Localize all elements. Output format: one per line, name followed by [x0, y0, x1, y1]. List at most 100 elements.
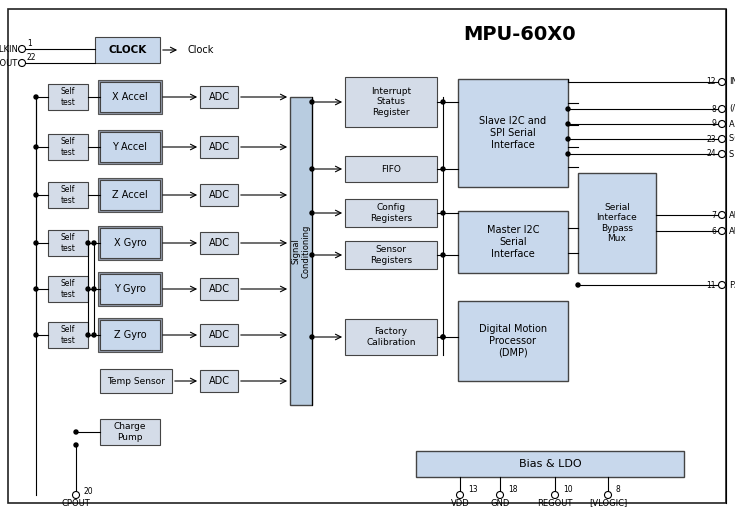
Circle shape — [74, 443, 78, 447]
Circle shape — [34, 333, 38, 337]
Text: REGOUT: REGOUT — [537, 498, 573, 508]
Text: FIFO: FIFO — [381, 164, 401, 174]
Text: 23: 23 — [706, 134, 716, 144]
Circle shape — [719, 150, 725, 158]
Text: Clock: Clock — [188, 45, 215, 55]
Bar — [200, 232, 238, 254]
Text: CLOCK: CLOCK — [108, 45, 146, 55]
Text: Interrupt
Status
Register: Interrupt Status Register — [371, 87, 411, 117]
Text: 18: 18 — [508, 485, 517, 494]
Bar — [200, 136, 238, 158]
Text: GND: GND — [490, 498, 509, 508]
Circle shape — [34, 287, 38, 291]
Text: CLKIN: CLKIN — [0, 44, 18, 53]
Circle shape — [441, 335, 445, 339]
Text: 12: 12 — [706, 78, 716, 86]
Bar — [290, 97, 312, 405]
Text: 13: 13 — [468, 485, 478, 494]
Text: 8: 8 — [616, 485, 621, 494]
Circle shape — [34, 145, 38, 149]
Circle shape — [34, 241, 38, 245]
Text: Sensor
Registers: Sensor Registers — [370, 245, 412, 265]
Circle shape — [310, 253, 314, 257]
Text: Master I2C
Serial
Interface: Master I2C Serial Interface — [487, 225, 539, 258]
Bar — [98, 272, 162, 306]
Text: AUX_CL: AUX_CL — [729, 210, 735, 220]
Circle shape — [441, 253, 445, 257]
Bar — [95, 37, 160, 63]
Bar — [48, 84, 88, 110]
Circle shape — [719, 211, 725, 219]
Text: 24: 24 — [706, 149, 716, 159]
Bar — [100, 132, 160, 162]
Text: Bias & LDO: Bias & LDO — [519, 459, 581, 469]
Bar — [578, 173, 656, 273]
Text: Factory
Calibration: Factory Calibration — [366, 327, 416, 347]
Circle shape — [604, 492, 612, 498]
Bar — [48, 276, 88, 302]
Text: Y Accel: Y Accel — [112, 142, 148, 152]
Text: 11: 11 — [706, 281, 716, 290]
Circle shape — [74, 430, 78, 434]
Circle shape — [566, 107, 570, 111]
Bar — [200, 370, 238, 392]
Text: ADC: ADC — [209, 190, 229, 200]
Circle shape — [310, 335, 314, 339]
Circle shape — [576, 283, 580, 287]
Bar — [98, 80, 162, 114]
Bar — [100, 274, 160, 304]
Text: Z Accel: Z Accel — [112, 190, 148, 200]
Text: 8: 8 — [711, 104, 716, 114]
Circle shape — [441, 211, 445, 215]
Bar — [345, 241, 437, 269]
Text: ADC: ADC — [209, 142, 229, 152]
Circle shape — [310, 167, 314, 171]
Circle shape — [34, 193, 38, 197]
Text: 7: 7 — [711, 210, 716, 220]
Text: SDA / (SDI): SDA / (SDI) — [729, 149, 735, 159]
Circle shape — [441, 167, 445, 171]
Bar — [48, 230, 88, 256]
Circle shape — [497, 492, 503, 498]
Bar — [345, 156, 437, 182]
Circle shape — [566, 122, 570, 126]
Text: Z Gyro: Z Gyro — [114, 330, 146, 340]
Circle shape — [719, 227, 725, 235]
Text: Self
test: Self test — [60, 138, 76, 157]
Circle shape — [92, 287, 96, 291]
Circle shape — [310, 211, 314, 215]
Text: 1: 1 — [27, 39, 32, 49]
Text: Serial
Interface
Bypass
Mux: Serial Interface Bypass Mux — [597, 203, 637, 243]
Bar — [100, 228, 160, 258]
Text: 9: 9 — [711, 119, 716, 129]
Text: [VLOGIC]: [VLOGIC] — [589, 498, 627, 508]
Circle shape — [719, 120, 725, 128]
Bar — [200, 324, 238, 346]
Text: ADC: ADC — [209, 330, 229, 340]
Text: (/CS): (/CS) — [729, 104, 735, 114]
Bar — [98, 318, 162, 352]
Circle shape — [441, 100, 445, 104]
Bar — [458, 301, 568, 381]
Circle shape — [441, 335, 445, 339]
Text: Charge
Pump: Charge Pump — [114, 422, 146, 442]
Circle shape — [719, 79, 725, 85]
Text: Config
Registers: Config Registers — [370, 203, 412, 223]
Text: 10: 10 — [563, 485, 573, 494]
Circle shape — [566, 152, 570, 156]
Bar — [200, 86, 238, 108]
Bar — [48, 182, 88, 208]
Text: CLKOUT: CLKOUT — [0, 58, 18, 68]
Bar — [48, 322, 88, 348]
Bar — [98, 130, 162, 164]
Circle shape — [719, 281, 725, 288]
Circle shape — [73, 492, 79, 498]
Text: Self
test: Self test — [60, 233, 76, 253]
Text: 20: 20 — [84, 486, 93, 495]
Bar — [48, 134, 88, 160]
Text: 22: 22 — [27, 53, 37, 63]
Bar — [200, 184, 238, 206]
Bar — [100, 180, 160, 210]
Text: ADC: ADC — [209, 284, 229, 294]
Circle shape — [86, 241, 90, 245]
